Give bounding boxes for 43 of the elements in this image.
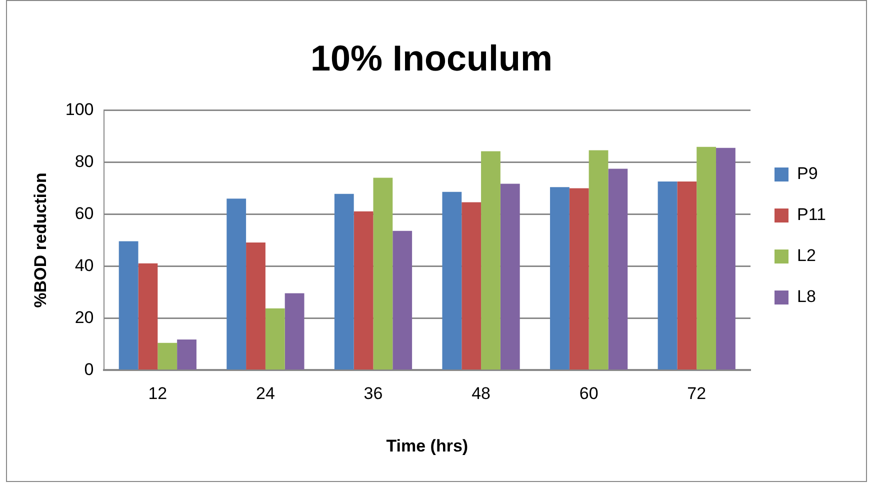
chart-title: 10% Inoculum: [310, 38, 553, 79]
x-tick-label: 48: [472, 384, 490, 404]
bar: [608, 168, 628, 370]
legend-label: P9: [797, 164, 818, 184]
bar: [158, 342, 178, 370]
bar: [588, 150, 608, 370]
bar: [284, 293, 304, 370]
bar: [177, 340, 196, 370]
bar: [550, 187, 570, 370]
y-tick-label: 100: [65, 100, 94, 119]
bar: [265, 308, 285, 370]
y-tick-label: 80: [74, 152, 94, 171]
bar: [246, 242, 266, 370]
bar: [569, 188, 589, 370]
bar: [500, 184, 520, 370]
bar: [226, 198, 246, 370]
y-tick-label: 40: [74, 256, 94, 275]
x-tick-label: 24: [256, 384, 275, 404]
bar: [354, 211, 374, 370]
x-tick-label: 72: [687, 384, 706, 404]
legend-label: L8: [797, 287, 816, 306]
y-axis-title: %BOD reduction: [30, 172, 50, 308]
bar: [392, 230, 412, 370]
x-tick-label: 36: [364, 384, 383, 404]
bar: [373, 178, 393, 370]
bar: [481, 151, 500, 370]
legend-label: L2: [797, 246, 816, 266]
x-tick-label: 60: [579, 384, 598, 404]
bar: [118, 241, 138, 370]
y-tick-label: 0: [84, 360, 94, 379]
y-tick-label: 60: [74, 204, 94, 223]
bar: [442, 192, 462, 370]
x-axis-title: Time (hrs): [386, 436, 468, 456]
bar: [696, 146, 716, 370]
bar: [334, 194, 354, 370]
bar: [677, 181, 697, 370]
legend-label: P11: [797, 205, 826, 224]
y-tick-label: 20: [74, 308, 94, 327]
bar: [658, 181, 678, 370]
bar: [716, 148, 736, 370]
bar: [138, 263, 158, 370]
bar: [462, 202, 482, 370]
x-tick-label: 12: [148, 384, 168, 404]
